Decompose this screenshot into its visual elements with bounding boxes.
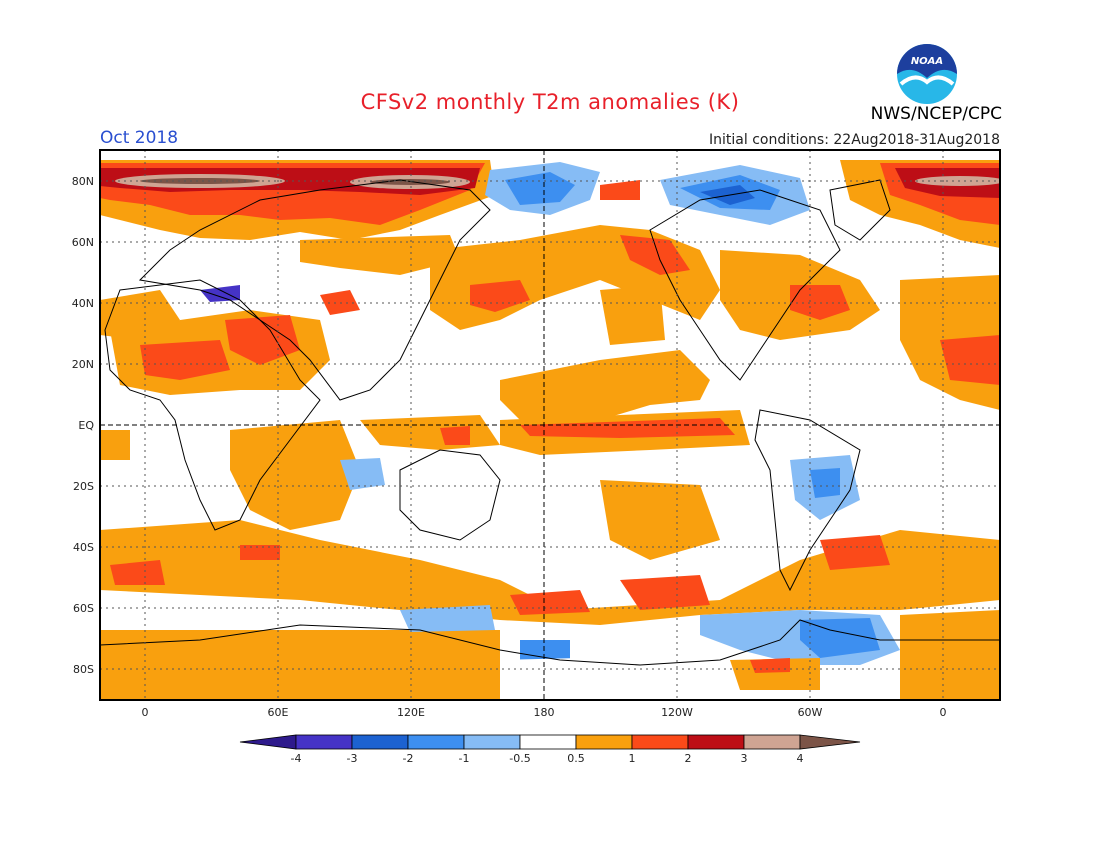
initial-conditions-label: Initial conditions: 22Aug2018-31Aug2018 (709, 132, 1000, 148)
colorbar-label: 0.5 (567, 752, 585, 765)
lat-label: 40S (73, 541, 94, 554)
colorbar-arrow-right (799, 734, 861, 750)
colorbar-bin (351, 734, 409, 750)
colorbar-bin (295, 734, 353, 750)
colorbar-bin (519, 734, 577, 750)
colorbar-label: -1 (459, 752, 470, 765)
lat-label: 40N (72, 297, 94, 310)
colorbar-labels: -4 -3 -2 -1 -0.5 0.5 1 2 3 4 (291, 752, 804, 765)
colorbar-label: 1 (629, 752, 636, 765)
lat-label: EQ (78, 419, 94, 432)
colorbar-arrow-left (239, 734, 297, 750)
colorbar-label: 4 (797, 752, 804, 765)
lon-label: 120W (661, 706, 693, 719)
colorbar-label: -3 (347, 752, 358, 765)
lon-label: 120E (397, 706, 425, 719)
lat-label: 20N (72, 358, 94, 371)
longitude-labels: 0 60E 120E 180 120W 60W 0 (142, 706, 947, 719)
map-title: CFSv2 monthly T2m anomalies (K) (360, 90, 740, 114)
lon-label: 180 (534, 706, 555, 719)
graticule (100, 150, 1000, 700)
map-frame (99, 149, 1001, 701)
lat-label: 60N (72, 236, 94, 249)
colorbar-label: -0.5 (509, 752, 530, 765)
lon-label: 60W (798, 706, 823, 719)
noaa-logo-icon: NOAA (897, 44, 957, 104)
reference-lines (100, 150, 1000, 700)
lon-label: 60E (268, 706, 289, 719)
agency-label: NWS/NCEP/CPC (870, 104, 1002, 124)
colorbar-bin (463, 734, 521, 750)
forecast-month-label: Oct 2018 (100, 128, 179, 148)
lat-label: 60S (73, 602, 94, 615)
lat-label: 20S (73, 480, 94, 493)
colorbar-label: -2 (403, 752, 414, 765)
colorbar (239, 734, 861, 750)
svg-text:NOAA: NOAA (911, 56, 943, 67)
latitude-labels: 80N 60N 40N 20N EQ 20S 40S 60S 80S (72, 175, 95, 676)
colorbar-bin (407, 734, 465, 750)
colorbar-bin (687, 734, 745, 750)
colorbar-bin (743, 734, 801, 750)
colorbar-label: 3 (741, 752, 748, 765)
lat-label: 80N (72, 175, 94, 188)
lon-label: 0 (142, 706, 149, 719)
lon-label: 0 (940, 706, 947, 719)
coastlines (100, 179, 1000, 666)
lat-label: 80S (73, 663, 94, 676)
colorbar-label: -4 (291, 752, 302, 765)
colorbar-bin (631, 734, 689, 750)
colorbar-label: 2 (685, 752, 692, 765)
colorbar-bin (575, 734, 633, 750)
